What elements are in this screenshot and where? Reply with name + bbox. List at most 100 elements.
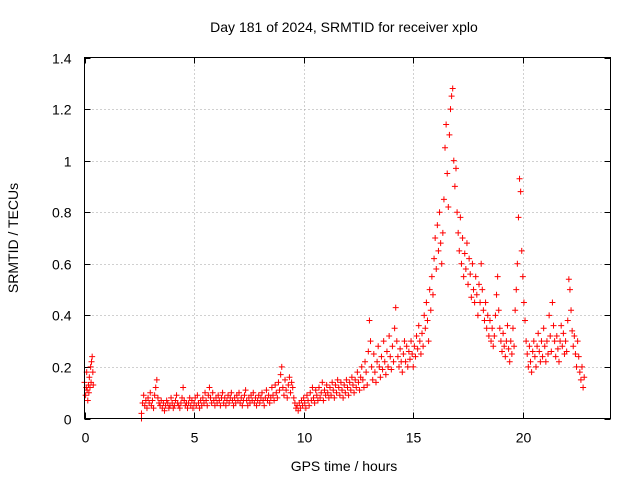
data-point bbox=[579, 363, 586, 370]
data-point bbox=[495, 307, 502, 314]
data-point bbox=[389, 343, 396, 350]
x-tick-label: 10 bbox=[297, 430, 313, 446]
data-point bbox=[538, 338, 545, 345]
data-point bbox=[336, 392, 343, 399]
data-point bbox=[455, 229, 462, 236]
data-point bbox=[529, 348, 536, 355]
data-point bbox=[463, 240, 470, 247]
data-point bbox=[353, 384, 360, 391]
data-point bbox=[410, 363, 417, 370]
data-point bbox=[427, 307, 434, 314]
data-point bbox=[290, 394, 297, 401]
data-point bbox=[417, 351, 424, 358]
data-point bbox=[150, 405, 157, 412]
data-point bbox=[309, 384, 316, 391]
data-point bbox=[282, 376, 289, 383]
data-point bbox=[363, 369, 370, 376]
data-point bbox=[416, 338, 423, 345]
data-point bbox=[380, 338, 387, 345]
data-point bbox=[330, 387, 337, 394]
data-point bbox=[319, 379, 326, 386]
data-point bbox=[514, 260, 521, 267]
data-point bbox=[349, 381, 356, 388]
data-point bbox=[352, 376, 359, 383]
data-point bbox=[340, 394, 347, 401]
data-point bbox=[219, 389, 226, 396]
data-point bbox=[467, 271, 474, 278]
data-point bbox=[465, 281, 472, 288]
data-point bbox=[513, 286, 520, 293]
x-tick-label: 15 bbox=[406, 430, 422, 446]
data-point bbox=[423, 299, 430, 306]
data-point bbox=[300, 394, 307, 401]
data-point bbox=[457, 214, 464, 221]
data-point bbox=[337, 379, 344, 386]
y-axis-title: SRMTID / TECUs bbox=[5, 183, 21, 293]
data-point bbox=[341, 381, 348, 388]
data-point bbox=[517, 188, 524, 195]
data-point bbox=[456, 247, 463, 254]
data-point bbox=[358, 363, 365, 370]
data-point bbox=[499, 348, 506, 355]
data-point bbox=[383, 348, 390, 355]
data-point bbox=[458, 260, 465, 267]
data-point bbox=[239, 402, 246, 409]
data-point bbox=[149, 397, 156, 404]
data-point bbox=[332, 381, 339, 388]
data-point bbox=[89, 369, 96, 376]
data-point bbox=[478, 260, 485, 267]
data-point bbox=[360, 384, 367, 391]
data-point bbox=[275, 379, 282, 386]
data-point bbox=[344, 384, 351, 391]
data-point bbox=[493, 291, 500, 298]
data-point bbox=[374, 358, 381, 365]
data-point bbox=[163, 397, 170, 404]
data-point bbox=[278, 363, 285, 370]
data-point bbox=[236, 389, 243, 396]
data-point bbox=[226, 400, 233, 407]
data-point bbox=[274, 394, 281, 401]
data-point bbox=[432, 235, 439, 241]
data-point bbox=[370, 351, 377, 358]
data-point bbox=[491, 332, 498, 339]
data-point bbox=[356, 387, 363, 394]
data-point bbox=[439, 229, 446, 236]
tick-layer: 0 0.2 0.4 0.6 0.8 1 1.2 1.4 0 5 10 15 20 bbox=[52, 51, 611, 446]
data-point bbox=[420, 343, 427, 350]
data-point bbox=[534, 343, 541, 350]
data-point bbox=[568, 307, 575, 314]
data-point bbox=[378, 353, 385, 360]
data-point bbox=[372, 379, 379, 386]
data-point bbox=[425, 338, 432, 345]
data-point bbox=[207, 394, 214, 401]
data-point bbox=[480, 307, 487, 314]
y-tick-label: 0.4 bbox=[52, 308, 72, 324]
data-point bbox=[301, 400, 308, 407]
data-point bbox=[392, 304, 399, 311]
data-point bbox=[276, 387, 283, 394]
data-point bbox=[563, 348, 570, 355]
data-point bbox=[442, 144, 449, 151]
data-point bbox=[531, 353, 538, 360]
data-point bbox=[348, 374, 355, 381]
data-point bbox=[542, 358, 549, 365]
data-point bbox=[189, 405, 196, 412]
data-point bbox=[405, 348, 412, 355]
data-point bbox=[256, 400, 263, 407]
data-point bbox=[400, 351, 407, 358]
data-point bbox=[381, 358, 388, 365]
data-point bbox=[435, 247, 442, 254]
data-point bbox=[321, 387, 328, 394]
data-point bbox=[419, 330, 426, 337]
data-point bbox=[562, 338, 569, 345]
y-tick-label: 0.6 bbox=[52, 257, 72, 273]
data-point bbox=[565, 276, 572, 283]
data-point bbox=[342, 389, 349, 396]
data-point bbox=[143, 405, 150, 412]
data-point bbox=[489, 325, 496, 332]
data-point bbox=[368, 363, 375, 370]
data-point bbox=[367, 338, 374, 345]
data-point bbox=[311, 400, 318, 407]
x-axis-title: GPS time / hours bbox=[291, 458, 398, 474]
data-point bbox=[580, 384, 587, 391]
